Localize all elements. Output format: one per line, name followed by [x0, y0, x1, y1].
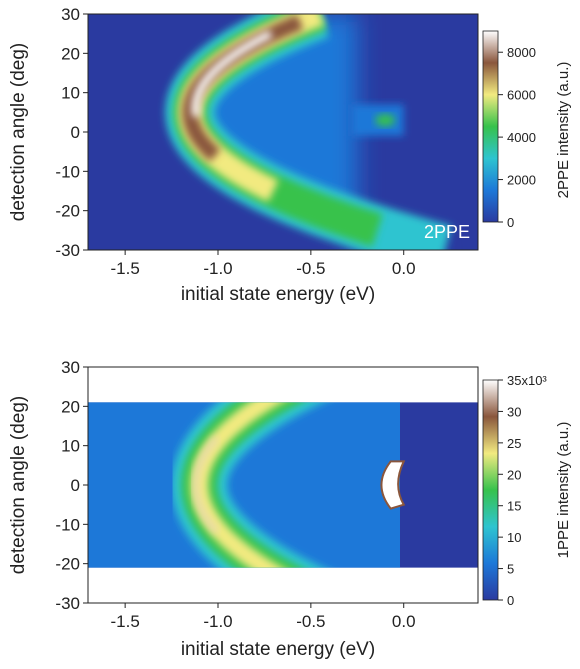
x-tick-label: -1.5	[110, 259, 139, 278]
x-tick-label: -0.5	[296, 612, 325, 631]
colorbar-tick-label: 5	[507, 562, 514, 577]
colorbar-tick-label: 4000	[507, 130, 536, 145]
y-tick-label: 20	[61, 397, 80, 416]
x-axis-label: initial state energy (eV)	[181, 284, 375, 305]
colorbar-tick-label: 35x10³	[507, 373, 547, 388]
colorbar-label: 1PPE intensity (a.u.)	[555, 422, 572, 559]
heatmap-image	[88, 402, 478, 568]
y-axis-label: detection angle (deg)	[8, 396, 29, 575]
y-tick-label: -30	[55, 241, 80, 260]
colorbar-tick-label: 15	[507, 499, 521, 514]
x-tick-label: -1.0	[203, 612, 232, 631]
background-glow	[190, 14, 445, 250]
colorbar	[482, 379, 499, 601]
y-tick-label: -20	[55, 555, 80, 574]
x-tick-label: -1.0	[203, 259, 232, 278]
x-tick-label: 0.0	[392, 612, 416, 631]
y-tick-label: -10	[55, 162, 80, 181]
y-tick-label: 10	[61, 437, 80, 456]
y-tick-label: -30	[55, 594, 80, 613]
spot	[380, 460, 406, 510]
annotation: 2PPE	[424, 222, 470, 242]
y-tick-label: 0	[71, 476, 80, 495]
y-tick-label: 0	[71, 123, 80, 142]
colorbar-tick-label: 8000	[507, 45, 536, 60]
colorbar-tick-label: 25	[507, 436, 521, 451]
x-tick-label: -1.5	[110, 612, 139, 631]
colorbar-tick-label: 0	[507, 593, 514, 608]
x-tick-label: 0.0	[392, 259, 416, 278]
y-tick-label: 30	[61, 5, 80, 24]
colorbar-tick-label: 6000	[507, 88, 536, 103]
colorbar-tick-label: 2000	[507, 173, 536, 188]
y-tick-label: -20	[55, 202, 80, 221]
colorbar	[482, 30, 499, 223]
band	[190, 402, 283, 568]
y-axis-label: detection angle (deg)	[8, 43, 29, 222]
colorbar-tick-label: 10	[507, 530, 521, 545]
colorbar-label: 2PPE intensity (a.u.)	[555, 62, 572, 199]
heatmap-image	[88, 14, 478, 250]
y-tick-label: 10	[61, 84, 80, 103]
y-tick-label: 20	[61, 44, 80, 63]
x-tick-label: -0.5	[296, 259, 325, 278]
y-tick-label: -10	[55, 515, 80, 534]
spot	[375, 114, 396, 127]
colorbar-tick-label: 20	[507, 467, 521, 482]
band	[192, 435, 220, 535]
y-tick-label: 30	[61, 358, 80, 377]
x-axis-label: initial state energy (eV)	[181, 639, 375, 660]
band	[191, 30, 273, 117]
colorbar-tick-label: 0	[507, 215, 514, 230]
colorbar-tick-label: 30	[507, 404, 521, 419]
annotation: 1PPE	[424, 575, 470, 595]
